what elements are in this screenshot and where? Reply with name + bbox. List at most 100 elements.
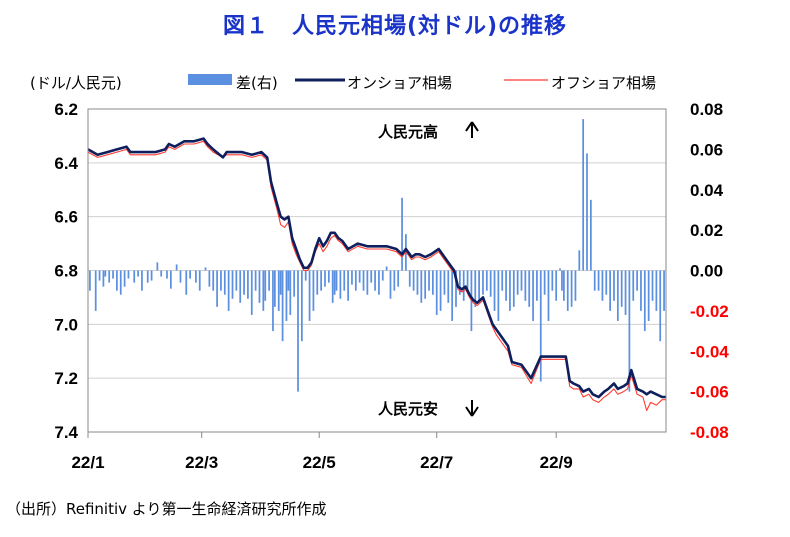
diff-bar [285,270,288,321]
diff-bar [127,270,130,279]
right-tick-label: 0.02 [690,221,723,240]
diff-bar [516,270,519,295]
diff-bar [343,270,346,291]
diff-bar [566,270,569,311]
right-tick-label: -0.04 [690,342,729,361]
diff-bar [324,270,326,287]
diff-bar [628,270,631,392]
diff-bar [563,270,565,301]
diff-bar [272,270,274,332]
diff-bar [509,270,511,311]
diff-bar [231,270,234,299]
diff-bar [123,270,126,287]
diff-bar [485,270,488,291]
x-tick-label: 22/7 [420,453,453,472]
diff-bar [366,270,369,295]
diff-bar [640,270,642,311]
annotation-appreciation: 人民元高 [378,123,438,141]
diff-bars [89,119,665,392]
diff-bar [466,270,469,291]
down-arrow-icon [465,400,479,417]
x-tick-label: 22/5 [303,453,336,472]
diff-bar [198,270,201,291]
right-tick-label: -0.06 [690,383,729,402]
right-tick-label: 0.00 [690,262,723,281]
diff-bar [195,270,197,283]
left-tick-label: 7.2 [54,369,78,388]
diff-bar [636,270,638,291]
diff-bar [655,270,658,311]
legend-offshore: オフショア相場 [551,74,656,92]
diff-bar [512,270,515,307]
left-axis: 6.2 6.4 6.6 6.8 7.0 7.2 7.4 [54,100,78,442]
diff-bar [574,270,577,301]
diff-bar [497,270,500,321]
diff-bar [424,270,427,299]
diff-bar [358,270,361,283]
series-lines [87,137,666,412]
diff-bar [297,270,299,392]
diff-bar [264,270,267,301]
diff-bar [304,270,307,281]
diff-bar [104,270,107,277]
diff-bar [185,270,188,295]
diff-bar [489,270,492,297]
chart-title: 図１ 人民元相場(対ドル)の推移 [222,14,568,39]
diff-bar [133,270,136,283]
diff-bar [254,270,257,291]
diff-bar [474,270,477,307]
diff-bar [613,270,615,301]
x-tick-label: 22/1 [71,453,104,472]
legend-diff: 差(右) [236,74,278,92]
diff-bar [274,270,276,307]
x-tick-label: 22/9 [540,453,573,472]
left-tick-label: 6.4 [54,154,78,173]
diff-bar [239,270,242,303]
right-tick-label: -0.02 [690,302,729,321]
diff-bar [601,270,604,301]
diff-bar [524,270,527,301]
diff-bar [551,270,554,291]
diff-bar [555,270,558,301]
diff-bar [416,270,419,295]
right-tick-label: 0.08 [690,100,723,119]
diff-bar [374,270,376,291]
diff-bar [150,270,153,281]
diff-bar [401,197,403,271]
diff-bar [320,270,322,291]
diff-bar [160,270,163,277]
diff-bar [333,270,336,295]
diff-bar [547,270,550,321]
diff-bar [536,270,538,301]
diff-bar [501,270,504,291]
diff-bar [605,270,608,295]
diff-bar [370,270,373,283]
diff-bar [223,270,226,295]
offshore-series-line [87,140,666,412]
diff-bar [593,270,596,291]
diff-bar [141,270,143,291]
diff-bar [262,270,265,311]
diff-bar [116,270,118,291]
diff-bar [385,266,388,271]
diff-bar [597,270,600,291]
diff-bar [98,270,101,281]
diff-bar [559,268,561,271]
diff-bar [582,119,585,271]
diff-bar [94,270,97,311]
up-arrow-icon [465,121,479,138]
diff-bar [432,270,434,295]
diff-bar [102,270,105,287]
diff-bar [528,270,531,307]
diff-bar [235,270,238,291]
diff-bar [647,270,650,321]
diff-bar [397,270,400,287]
diff-bar [659,270,662,342]
diff-bar [505,270,507,301]
diff-bar [586,153,588,271]
x-axis: 22/1 22/3 22/5 22/7 22/9 [71,432,573,472]
diff-bar [351,270,353,285]
diff-bar [532,270,534,321]
diff-bar [570,270,573,307]
diff-bar [137,270,139,277]
